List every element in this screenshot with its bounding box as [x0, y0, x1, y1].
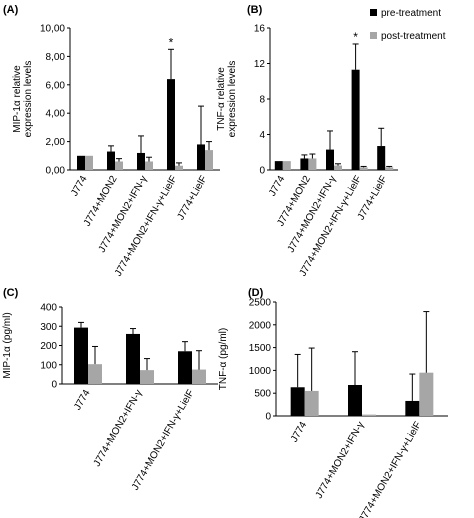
panel-label: (C) [3, 287, 19, 299]
legend-label-pre: pre-treatment [381, 8, 441, 19]
y-axis-title: MIP-1α relativeexpression levels [12, 61, 34, 138]
chart-panel-b: (B) TNF-α relativeexpression levels 0 4 8 12 1… [216, 4, 398, 278]
bar-post-4 [205, 150, 213, 170]
y-tick-label: 4,00 [46, 109, 66, 120]
bar-post-2 [145, 161, 153, 170]
significance-star: * [353, 30, 358, 44]
y-axis-title: TNF-α (pg/ml) [218, 328, 229, 390]
y-tick-label: 6,00 [46, 80, 66, 91]
legend-swatch-post [370, 32, 377, 39]
bar-pre-0 [74, 327, 88, 384]
y-tick-label: 2,00 [46, 137, 66, 148]
bar-post-0 [88, 364, 102, 384]
bar-pre-3 [351, 69, 360, 170]
panel-label: (A) [3, 4, 19, 16]
bar-pre-4 [197, 144, 205, 170]
y-tick-label: 2500 [249, 298, 272, 309]
bar-pre-1 [348, 384, 362, 416]
y-tick-label: 200 [40, 341, 57, 352]
y-tick-label: 8 [259, 95, 265, 106]
bar-pre-1 [300, 158, 309, 170]
bar-post-0 [304, 390, 319, 416]
y-tick-label: 10,00 [40, 24, 65, 35]
y-tick-label: 16 [254, 24, 266, 35]
legend-swatch-pre [370, 9, 377, 16]
y-tick-label: 400 [40, 303, 57, 314]
y-tick-label: 100 [40, 360, 57, 371]
bar-pre-1 [107, 151, 115, 170]
y-tick-label: 500 [254, 389, 271, 400]
bar-post-1 [362, 414, 376, 416]
bar-pre-2 [178, 351, 192, 384]
y-tick-label: 12 [254, 59, 266, 70]
bar-post-1 [140, 370, 154, 384]
bar-pre-0 [290, 387, 305, 416]
y-tick-label: 0,00 [46, 166, 66, 177]
bar-post-3 [175, 165, 183, 170]
legend: pre-treatment post-treatment [370, 8, 446, 42]
x-tick-label: J774+MON2+IFN-γ+LielF [130, 388, 197, 492]
y-tick-label: 0 [51, 380, 57, 391]
bar-post-2 [419, 372, 434, 416]
bar-post-4 [385, 167, 394, 170]
bar-pre-0 [77, 155, 85, 170]
y-tick-label: 4 [259, 130, 265, 141]
y-tick-label: 1000 [249, 366, 272, 377]
y-tick-label: 0 [265, 412, 271, 423]
x-tick-label: J774 [289, 420, 310, 445]
bar-post-1 [115, 161, 123, 170]
x-tick-label: J774+MON2+IFN-γ+LielF [357, 420, 424, 518]
panel-label: (D) [248, 287, 264, 299]
x-tick-label: J774 [267, 174, 288, 199]
bar-pre-3 [167, 79, 175, 170]
bar-post-3 [359, 167, 368, 170]
significance-star: * [169, 35, 174, 49]
bar-post-1 [308, 158, 317, 170]
x-tick-label: J774 [69, 174, 90, 199]
bar-pre-0 [274, 161, 283, 170]
x-tick-label: J774+MON2+IFN-γ [314, 420, 367, 501]
chart-panel-d: (D) TNF-α (pg/ml) 0 500 1000 1500 2000 2500 J774… [218, 287, 448, 518]
bar-pre-2 [137, 152, 145, 170]
y-tick-label: 8,00 [46, 52, 66, 63]
chart-panel-a: (A) MIP-1α relativeexpression levels 0,00 2… [3, 4, 220, 278]
bar-pre-2 [405, 400, 420, 416]
x-tick-label: J774+MON2+IFN-γ+LielF [113, 174, 180, 278]
x-tick-label: J774+MON2+IFN-γ [92, 388, 145, 469]
bar-pre-4 [377, 146, 386, 170]
bar-post-0 [282, 161, 291, 170]
bar-pre-2 [326, 149, 334, 170]
bar-post-0 [85, 155, 93, 170]
y-tick-label: 1500 [249, 343, 272, 354]
x-tick-label: J774 [72, 388, 93, 413]
x-tick-label: J774+LielF [175, 174, 209, 222]
y-axis-title: TNF-α relativeexpression levels [216, 61, 238, 138]
y-tick-label: 2000 [249, 320, 272, 331]
panel-label: (B) [247, 4, 263, 16]
y-tick-label: 300 [40, 322, 57, 333]
bar-post-2 [334, 165, 342, 170]
y-axis-title: MIP-1α (pg/ml) [2, 312, 13, 378]
legend-label-post: post-treatment [381, 31, 446, 42]
bar-post-2 [192, 369, 206, 384]
y-tick-label: 0 [259, 166, 265, 177]
bar-pre-1 [126, 333, 140, 384]
